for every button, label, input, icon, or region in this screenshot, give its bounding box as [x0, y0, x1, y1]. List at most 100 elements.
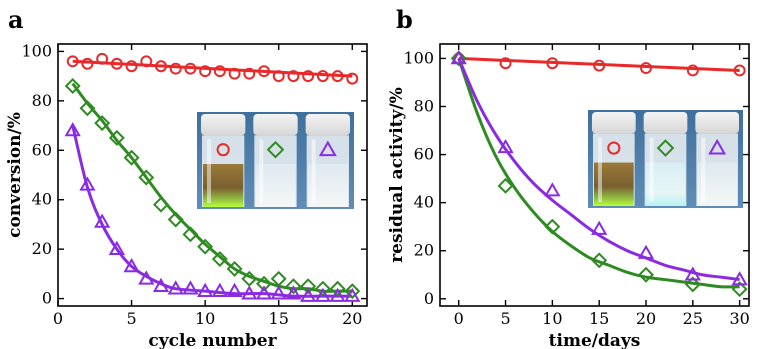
data-point-triangle: [591, 220, 608, 235]
vial-highlight: [649, 137, 654, 202]
data-point-triangle: [270, 285, 287, 300]
data-point-circle: [546, 57, 559, 70]
data-point-circle: [640, 62, 652, 74]
vial-cap: [695, 112, 739, 134]
data-point-triangle: [123, 258, 140, 273]
series-triangle: [450, 50, 748, 286]
data-point-circle: [316, 70, 329, 83]
plot-frame: [439, 43, 750, 307]
data-point-triangle: [255, 285, 273, 300]
data-point-diamond: [731, 281, 748, 298]
data-point-triangle: [94, 213, 111, 228]
vial-1: [201, 114, 246, 207]
series-diamond: [450, 50, 748, 298]
vial-symbol-diamond: [266, 140, 285, 159]
data-point-circle: [243, 67, 256, 80]
data-point-diamond: [167, 211, 184, 228]
panel-letter: a: [8, 5, 24, 34]
y-tick-label: 80: [32, 91, 52, 110]
data-point-triangle: [241, 285, 258, 300]
data-point-diamond: [344, 283, 361, 300]
x-tick-label: 5: [500, 309, 510, 328]
x-tick-label: 0: [53, 309, 63, 328]
data-point-diamond: [211, 251, 228, 268]
vial-highlight: [598, 137, 602, 202]
data-point-triangle: [197, 282, 214, 297]
data-point-diamond: [300, 278, 317, 295]
data-point-diamond: [329, 280, 346, 297]
x-axis-label: time/days: [549, 331, 641, 349]
series-circle: [66, 52, 359, 85]
x-axis-label: cycle number: [148, 331, 277, 349]
y-tick-label: 80: [414, 96, 434, 115]
data-point-triangle: [731, 271, 748, 286]
x-tick-label: 15: [269, 309, 289, 328]
data-point-triangle: [182, 280, 199, 295]
data-point-circle: [346, 72, 359, 85]
data-point-circle: [733, 64, 746, 77]
vial-cap: [201, 114, 246, 136]
vial-2: [643, 112, 688, 206]
data-point-diamond: [314, 280, 331, 297]
vial-highlight: [259, 139, 264, 203]
y-tick-label: 0: [42, 289, 52, 308]
x-tick-label: 15: [589, 309, 609, 328]
data-point-diamond: [638, 266, 654, 283]
data-point-circle: [199, 65, 212, 78]
data-point-circle: [66, 55, 79, 68]
data-point-circle: [287, 70, 300, 83]
data-point-triangle: [637, 244, 655, 259]
vial-highlight: [207, 139, 211, 203]
x-tick-label: 20: [636, 309, 656, 328]
data-point-triangle: [285, 285, 302, 300]
data-point-circle: [593, 59, 606, 72]
data-point-triangle: [152, 277, 170, 293]
data-point-triangle: [314, 287, 331, 302]
data-point-triangle: [684, 266, 701, 281]
y-axis-label: conversion/%: [5, 112, 25, 238]
data-point-circle: [258, 65, 270, 78]
data-point-diamond: [138, 169, 155, 186]
inset-photo: [588, 110, 743, 208]
y-tick-label: 20: [32, 239, 52, 258]
data-point-triangle: [167, 280, 184, 295]
data-point-triangle: [497, 138, 514, 154]
data-point-diamond: [544, 218, 561, 235]
vial-cap: [305, 114, 350, 136]
data-point-diamond: [450, 50, 467, 67]
data-point-circle: [272, 70, 285, 83]
data-point-triangle: [79, 176, 96, 191]
data-point-triangle: [64, 122, 81, 137]
vial-symbol-triangle: [708, 138, 727, 155]
data-point-triangle: [211, 282, 228, 297]
data-point-circle: [169, 62, 182, 75]
y-tick-label: 100: [21, 41, 52, 60]
vial-highlight: [701, 137, 706, 202]
data-point-diamond: [497, 177, 514, 194]
data-point-diamond: [182, 226, 199, 243]
data-point-triangle: [544, 182, 561, 197]
data-point-diamond: [684, 276, 701, 293]
plot-frame: [57, 43, 368, 307]
data-point-diamond: [153, 196, 169, 213]
data-point-circle: [81, 57, 94, 70]
data-point-diamond: [285, 278, 302, 295]
vial-symbol-circle: [216, 143, 230, 157]
data-point-circle: [499, 57, 512, 70]
x-tick-label: 25: [683, 309, 703, 328]
fit-line-diamond: [457, 57, 740, 289]
y-tick-label: 40: [414, 193, 434, 212]
y-tick-label: 60: [32, 140, 52, 159]
data-point-diamond: [94, 115, 111, 132]
data-point-triangle: [344, 287, 361, 302]
vial-cap: [592, 112, 636, 134]
data-point-diamond: [108, 129, 125, 146]
data-point-circle: [110, 57, 123, 70]
series-triangle: [64, 122, 361, 302]
data-point-circle: [155, 60, 167, 73]
data-point-triangle: [138, 270, 155, 285]
data-point-circle: [228, 67, 241, 80]
data-point-circle: [213, 65, 226, 78]
y-tick-label: 100: [403, 48, 434, 67]
